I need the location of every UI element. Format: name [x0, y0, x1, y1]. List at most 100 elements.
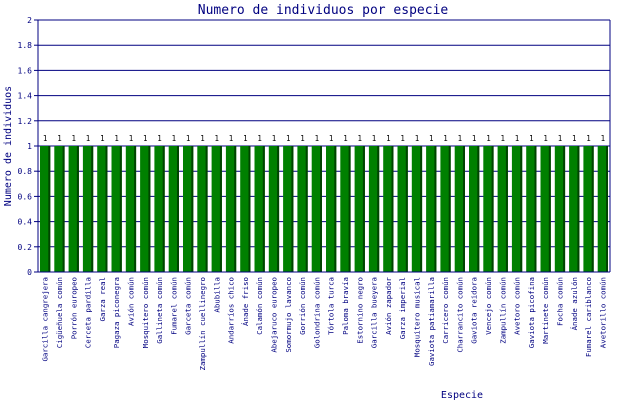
bar — [497, 146, 508, 272]
x-category-label: Gaviota reidora — [470, 277, 479, 344]
x-category-label: Zampullín común — [498, 277, 507, 344]
bar-shade — [605, 146, 608, 272]
x-category-labels: Garcilla cangrejera Cigüeñuela común Porró… — [41, 276, 608, 370]
bar-value-label: 1 — [71, 134, 76, 143]
bar — [125, 146, 137, 272]
x-category-label: Avetorillo común — [598, 277, 607, 348]
bar — [68, 146, 79, 272]
bar-shade — [219, 146, 222, 272]
bar — [54, 146, 65, 272]
bar-value-label: 1 — [543, 134, 548, 143]
bar-value-label: 1 — [43, 134, 48, 143]
bar-value-label: 1 — [157, 134, 162, 143]
bar-value-label: 1 — [472, 134, 477, 143]
bar-shade — [48, 146, 51, 272]
x-category-label: Mosquitero musical — [412, 277, 421, 357]
y-tick-label: 0 — [27, 268, 32, 277]
bar — [168, 146, 179, 272]
bar-shade — [577, 146, 580, 272]
bar — [511, 146, 523, 272]
bar-shade — [191, 146, 194, 272]
bar-value-label: 1 — [300, 134, 305, 143]
x-category-label: Fumarel común — [169, 277, 178, 335]
bar-shade — [105, 146, 108, 272]
bar-shade — [391, 146, 394, 272]
bar-value-label: 1 — [200, 134, 205, 143]
x-category-label: Golondrina común — [312, 277, 321, 348]
bar-shade — [505, 146, 508, 272]
bar-shade — [591, 146, 594, 272]
y-tick-labels: 0 0.2 0.4 0.6 0.8 1 1.2 1.4 1.6 1.8 2 — [18, 16, 33, 277]
bar-shade — [448, 146, 451, 272]
x-category-label: Paloma bravía — [341, 277, 350, 335]
bar-value-label: 1 — [343, 134, 348, 143]
x-category-label: Gaviota picofina — [527, 277, 536, 348]
chart-title: Numero de individuos por especie — [198, 3, 449, 18]
x-category-label: Gallineta común — [155, 277, 164, 344]
bar-shade — [434, 146, 437, 272]
bar-value-label: 1 — [357, 134, 362, 143]
bar-value-label: 1 — [372, 134, 377, 143]
bar — [254, 146, 265, 272]
bar-value-label: 1 — [57, 134, 62, 143]
bar-shade — [176, 146, 179, 272]
bar — [554, 146, 566, 272]
bar-value-label: 1 — [172, 134, 177, 143]
bar — [97, 146, 108, 272]
bar-shade — [348, 146, 351, 272]
x-category-label: Zampullín cuellinegro — [198, 277, 207, 370]
x-category-label: Cerceta pardilla — [84, 277, 93, 348]
x-category-label: Ánade azulón — [570, 277, 579, 330]
bar-value-label: 1 — [400, 134, 405, 143]
bar-value-label: 1 — [257, 134, 262, 143]
x-category-label: Pagaza piconegra — [112, 277, 121, 348]
x-category-label: Charrancito común — [455, 277, 464, 353]
bar-value-label: 1 — [500, 134, 505, 143]
x-category-label: Andarríos chico — [227, 277, 236, 344]
bar — [82, 146, 94, 272]
bar-shade — [262, 146, 265, 272]
bar — [411, 146, 423, 272]
bar-value-label: 1 — [143, 134, 148, 143]
bar — [354, 146, 365, 272]
bar-value-label: 1 — [114, 134, 119, 143]
y-tick-label: 1.4 — [18, 92, 33, 101]
y-tick-label: 0.2 — [18, 243, 33, 252]
bar-shade — [205, 146, 208, 272]
bar — [268, 146, 280, 272]
x-category-label: Mosquitero común — [141, 277, 150, 348]
bar — [197, 146, 208, 272]
bar-value-label: 1 — [286, 134, 291, 143]
y-axis-title: Numero de individuos — [3, 86, 14, 206]
bar-value-label: 1 — [315, 134, 320, 143]
x-category-label: Abejaruco europeo — [269, 277, 278, 353]
x-category-label: Avetoro común — [513, 277, 522, 335]
x-category-label: Garceta común — [184, 277, 193, 335]
y-tick-label: 1.2 — [18, 117, 33, 126]
bar-value-label: 1 — [214, 134, 219, 143]
x-category-label: Garcilla cangrejera — [41, 277, 50, 362]
bar-shade — [405, 146, 408, 272]
bar-value-label: 1 — [386, 134, 391, 143]
x-axis-title: Especie — [441, 390, 483, 400]
bar-shade — [76, 146, 79, 272]
y-tick-label: 1.8 — [18, 41, 33, 50]
y-tick-label: 0.4 — [18, 218, 33, 227]
bar-shade — [248, 146, 251, 272]
bar — [140, 146, 151, 272]
bar-shade — [291, 146, 294, 272]
bar — [340, 146, 351, 272]
bar-value-label: 1 — [429, 134, 434, 143]
bar-shade — [277, 146, 280, 272]
bar — [297, 146, 308, 272]
bar — [311, 146, 322, 272]
bar-value-label: 1 — [329, 134, 334, 143]
bar-value-label: 1 — [486, 134, 491, 143]
bar-shade — [319, 146, 322, 272]
bar-shade — [548, 146, 551, 272]
bar — [526, 146, 537, 272]
y-tick-label: 1 — [27, 142, 32, 151]
bar-value-label: 1 — [443, 134, 448, 143]
